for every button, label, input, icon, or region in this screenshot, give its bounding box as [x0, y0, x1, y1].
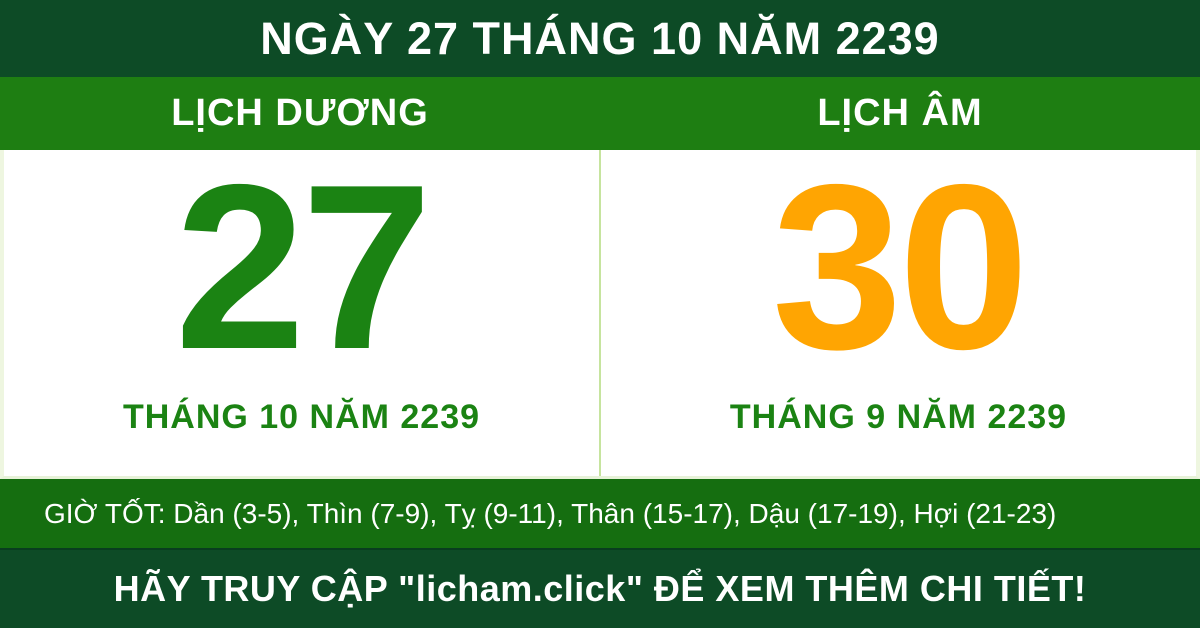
- date-title-bar: NGÀY 27 THÁNG 10 NĂM 2239: [0, 0, 1200, 77]
- solar-month-year: THÁNG 10 NĂM 2239: [122, 398, 481, 436]
- lunar-day-cell: 30 THÁNG 9 NĂM 2239: [601, 134, 1196, 476]
- solar-calendar-label: LỊCH DƯƠNG: [171, 92, 429, 134]
- lunar-month-year: THÁNG 9 NĂM 2239: [729, 398, 1068, 436]
- page-title: NGÀY 27 THÁNG 10 NĂM 2239: [260, 12, 940, 64]
- solar-day-cell: 27 THÁNG 10 NĂM 2239: [4, 134, 601, 476]
- lunar-calendar-label: LỊCH ÂM: [817, 92, 983, 134]
- good-hours-text: GIỜ TỐT: Dần (3-5), Thìn (7-9), Tỵ (9-11…: [44, 497, 1057, 529]
- calendar-body: 27 THÁNG 10 NĂM 2239 30 THÁNG 9 NĂM 2239: [0, 134, 1200, 479]
- footer-bar: HÃY TRUY CẬP "licham.click" ĐỂ XEM THÊM …: [0, 548, 1200, 628]
- lunar-day-number: 30: [771, 134, 1029, 398]
- calendar-labels-band: LỊCH DƯƠNG LỊCH ÂM: [0, 77, 1200, 150]
- good-hours-bar: GIỜ TỐT: Dần (3-5), Thìn (7-9), Tỵ (9-11…: [0, 479, 1200, 548]
- solar-day-number: 27: [174, 134, 432, 398]
- footer-cta-text: HÃY TRUY CẬP "licham.click" ĐỂ XEM THÊM …: [113, 568, 1087, 609]
